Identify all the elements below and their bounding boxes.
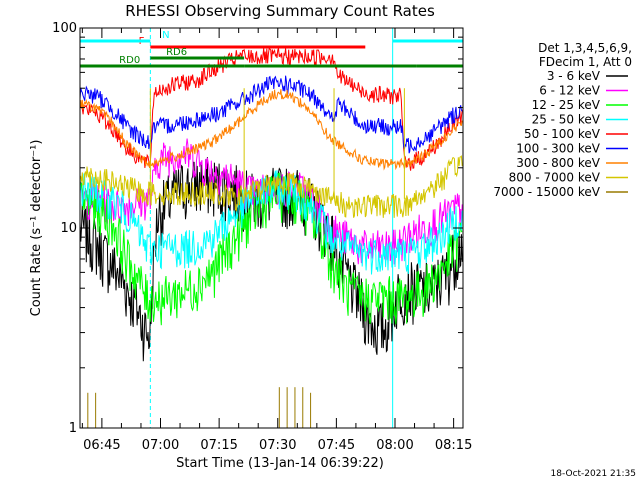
flag-label-n: N — [162, 30, 169, 41]
legend-label-25-50-kev: 25 - 50 keV — [532, 113, 601, 127]
x-tick-label: 08:15 — [435, 438, 472, 453]
flag-label-rd6: RD6 — [166, 47, 187, 58]
series-12-25-kev — [79, 172, 463, 326]
x-tick-label: 07:30 — [259, 438, 296, 453]
axes: 1 10 100 06:45 07:00 07:15 07:30 07:45 08:00 08:1… — [52, 21, 472, 453]
x-tick-label: 07:45 — [318, 438, 355, 453]
y-tick-label: 10 — [60, 221, 77, 236]
y-tick-label: 100 — [52, 21, 77, 36]
legend-label-12-25-kev: 12 - 25 keV — [532, 98, 601, 112]
legend-label-6-12-kev: 6 - 12 keV — [539, 84, 601, 98]
flag-label-rd0: RD0 — [119, 55, 140, 66]
legend-label-7000-15000-kev: 7000 - 15000 keV — [493, 185, 600, 199]
legend-label-800-7000-kev: 800 - 7000 keV — [509, 171, 601, 185]
x-tick-label: 06:45 — [83, 438, 120, 453]
series-100-300-kev — [79, 75, 463, 154]
series-7000-15000-kev — [87, 387, 312, 428]
x-tick-label: 08:00 — [376, 438, 413, 453]
series-25-50-kev — [79, 170, 463, 275]
x-tick-label: 07:00 — [142, 438, 179, 453]
legend-label-3-6-kev: 3 - 6 keV — [547, 69, 601, 83]
y-axis-title: Count Rate (s⁻¹ detector⁻¹) — [29, 140, 44, 317]
plot-area: FRD0RD6N — [79, 28, 464, 428]
x-tick-label: 07:15 — [200, 438, 237, 453]
series-300-800-kev — [79, 89, 463, 171]
legend-header-line: FDecim 1, Att 0 — [539, 55, 632, 69]
legend: Det 1,3,4,5,6,9,FDecim 1, Att 03 - 6 keV… — [493, 41, 632, 199]
y-tick-label: 1 — [69, 421, 77, 436]
chart-title: RHESSI Observing Summary Count Rates — [125, 2, 435, 20]
plot-timestamp: 18-Oct-2021 21:35 — [551, 469, 636, 479]
legend-header-line: Det 1,3,4,5,6,9, — [538, 41, 632, 55]
series-800-7000-kev — [79, 155, 463, 218]
legend-label-100-300-kev: 100 - 300 keV — [516, 142, 600, 156]
legend-label-50-100-kev: 50 - 100 keV — [524, 127, 601, 141]
x-axis-title: Start Time (13-Jan-14 06:39:22) — [176, 456, 384, 471]
legend-label-300-800-kev: 300 - 800 keV — [516, 156, 600, 170]
